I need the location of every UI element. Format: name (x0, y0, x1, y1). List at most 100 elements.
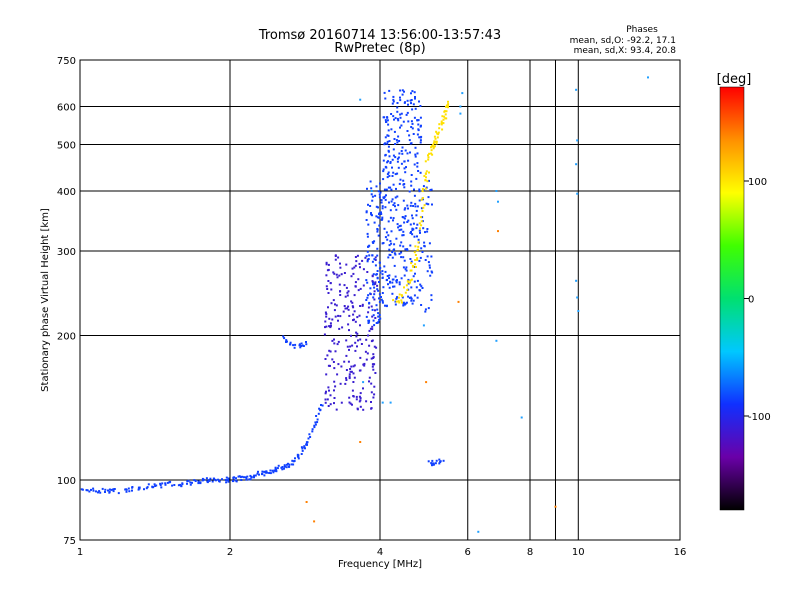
y-tick-label: 500 (57, 141, 76, 152)
data-point (416, 165, 419, 168)
data-point (328, 325, 331, 328)
data-point (382, 170, 385, 173)
data-point (326, 398, 329, 401)
data-point (407, 278, 410, 281)
data-point (328, 389, 330, 392)
data-point (365, 255, 368, 258)
data-point (238, 475, 241, 478)
data-point (372, 356, 375, 359)
data-point (333, 380, 336, 383)
data-point (324, 401, 327, 404)
data-point (338, 274, 341, 277)
data-point (324, 358, 327, 360)
data-point (243, 476, 245, 479)
data-point (402, 266, 405, 269)
data-point (371, 365, 374, 368)
data-point (433, 135, 436, 138)
data-point (305, 501, 308, 503)
data-point (419, 231, 421, 234)
data-point (369, 292, 372, 295)
data-point (346, 345, 349, 348)
data-point (364, 350, 367, 353)
data-point (401, 146, 404, 149)
data-point (369, 205, 372, 207)
data-point (370, 187, 373, 190)
data-point (576, 192, 579, 195)
data-point (350, 365, 353, 368)
data-point (257, 470, 259, 473)
data-point (406, 289, 409, 291)
data-point (221, 478, 223, 481)
data-point (359, 397, 362, 400)
data-point (337, 256, 340, 259)
data-point (423, 204, 426, 207)
data-point (403, 274, 406, 277)
data-point (413, 235, 416, 238)
data-point (413, 266, 416, 268)
data-point (417, 241, 420, 244)
data-point (371, 214, 373, 217)
data-point (409, 244, 412, 247)
data-point (298, 344, 301, 347)
data-point (388, 274, 391, 277)
plot-area (79, 59, 681, 541)
data-point (113, 488, 116, 490)
data-point (233, 476, 236, 479)
data-point (410, 297, 413, 300)
data-point (440, 121, 443, 124)
data-point (352, 395, 355, 397)
data-point (403, 208, 406, 211)
data-point (436, 136, 439, 139)
data-point (359, 305, 362, 307)
data-point (283, 465, 286, 468)
y-axis-label: Stationary phase Virtual Height [km] (40, 208, 51, 392)
data-point (386, 238, 389, 241)
data-point (384, 198, 387, 201)
data-point (398, 252, 401, 255)
data-point (392, 285, 394, 288)
data-point (427, 307, 430, 310)
data-point (358, 314, 361, 317)
data-point (263, 470, 266, 473)
data-point (357, 278, 360, 281)
data-point (418, 222, 421, 225)
data-point (401, 234, 404, 237)
data-point (409, 142, 412, 145)
data-point (405, 284, 408, 287)
data-point (425, 381, 428, 384)
data-point (80, 488, 83, 491)
data-point (378, 196, 381, 199)
data-point (281, 466, 284, 468)
data-point (359, 287, 362, 290)
data-point (368, 376, 371, 379)
data-point (345, 379, 348, 381)
data-point (393, 264, 396, 267)
data-point (378, 212, 381, 215)
data-point (294, 457, 296, 460)
data-point (265, 470, 268, 473)
data-point (347, 305, 350, 308)
data-point (404, 268, 407, 271)
data-point (430, 146, 432, 149)
data-point (429, 189, 432, 191)
data-point (387, 256, 390, 259)
data-point (166, 481, 169, 484)
data-point (313, 520, 316, 523)
data-point (412, 205, 415, 207)
data-point (409, 269, 412, 272)
data-point (355, 395, 358, 398)
y-tick-label: 200 (57, 332, 76, 343)
data-point (423, 241, 426, 244)
data-point (414, 202, 417, 205)
data-point (437, 131, 440, 134)
data-point (317, 412, 320, 415)
data-point (389, 240, 392, 243)
data-point (371, 199, 374, 202)
data-point (365, 400, 368, 403)
data-point (340, 273, 343, 276)
data-point (425, 170, 428, 173)
data-point (332, 299, 335, 302)
data-point (334, 350, 337, 353)
x-tick-label: 1 (77, 547, 83, 558)
data-point (412, 299, 415, 302)
